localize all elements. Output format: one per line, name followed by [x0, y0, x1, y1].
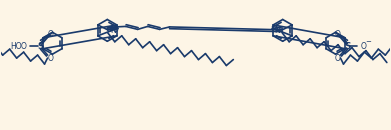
Text: +: + — [114, 24, 118, 29]
Text: S: S — [37, 42, 44, 51]
Text: O: O — [335, 54, 341, 63]
Text: O: O — [48, 30, 54, 39]
Text: O: O — [21, 42, 27, 51]
Text: O: O — [48, 54, 54, 63]
Text: O: O — [271, 25, 277, 34]
Text: −: − — [366, 39, 371, 45]
Text: S: S — [344, 42, 351, 51]
Text: HO: HO — [10, 42, 22, 51]
Text: N: N — [274, 26, 280, 35]
Text: O: O — [335, 30, 341, 39]
Text: O: O — [113, 25, 118, 34]
Text: O: O — [361, 42, 366, 51]
Text: N: N — [110, 26, 115, 35]
